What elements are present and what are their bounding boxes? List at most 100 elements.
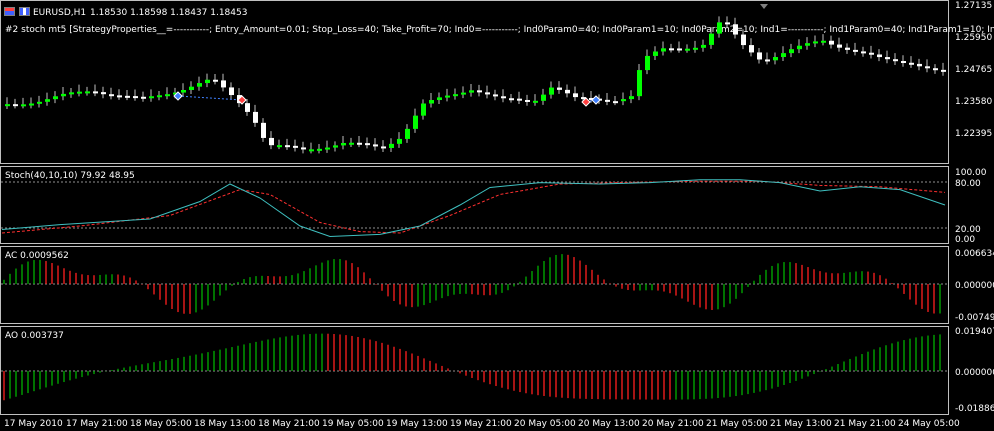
candle-body xyxy=(357,142,362,145)
ohlc-values: 1.18530 1.18598 1.18437 1.18453 xyxy=(90,8,247,18)
candle-body xyxy=(53,96,58,100)
ao-tick: 0.019407 xyxy=(955,327,994,337)
trade-markers xyxy=(173,91,601,107)
candle-body xyxy=(925,66,930,69)
price-tick: 1.27135 xyxy=(955,1,992,11)
time-tick: 17 May 21:00 xyxy=(66,419,128,429)
candle-body xyxy=(909,62,914,65)
candle-body xyxy=(317,148,322,151)
candle-body xyxy=(565,89,570,94)
candle-body xyxy=(93,91,98,94)
time-tick: 21 May 21:00 xyxy=(834,419,896,429)
ac-tick: 0.000000 xyxy=(955,281,994,291)
candle-body xyxy=(101,92,106,95)
candle-body xyxy=(493,94,498,97)
candle-body xyxy=(861,51,866,54)
candle-body xyxy=(253,111,258,123)
candle-body xyxy=(557,87,562,90)
candle-body xyxy=(37,101,42,104)
candle-body xyxy=(389,143,394,149)
candle-body xyxy=(485,92,490,95)
ao-histogram xyxy=(3,333,941,401)
candle-body xyxy=(853,49,858,52)
time-tick: 19 May 05:00 xyxy=(322,419,384,429)
pane-frames xyxy=(0,0,949,415)
candle-body xyxy=(381,146,386,149)
stoch-tick: 80.00 xyxy=(955,179,981,189)
candle-body xyxy=(261,122,266,138)
candle-body xyxy=(117,95,122,98)
candle-body xyxy=(245,103,250,112)
candle-body xyxy=(653,51,658,56)
candle-body xyxy=(645,55,650,71)
candle-body xyxy=(813,41,818,44)
candle-body xyxy=(709,33,714,45)
candle-body xyxy=(573,93,578,98)
candle-body xyxy=(21,104,26,107)
candle-body xyxy=(613,101,618,104)
candle-body xyxy=(693,47,698,50)
ao-pane-frame xyxy=(0,326,949,415)
stoch-tick: 0.00 xyxy=(955,235,975,245)
candle-body xyxy=(885,57,890,60)
candle-body xyxy=(293,145,298,148)
candle-body xyxy=(773,57,778,61)
candle-body xyxy=(869,52,874,55)
candle-body xyxy=(421,103,426,116)
candle-body xyxy=(445,95,450,98)
price-tick: 1.23580 xyxy=(955,97,992,107)
candle-body xyxy=(589,98,594,101)
stoch-pane: Stoch(40,10,10) 79.92 48.95 100.00 80.00… xyxy=(1,168,987,245)
time-tick: 21 May 05:00 xyxy=(706,419,768,429)
candle-body xyxy=(189,86,194,91)
candle-body xyxy=(5,104,10,107)
candle-body xyxy=(109,94,114,97)
price-pane-frame xyxy=(0,0,949,164)
candle-body xyxy=(397,138,402,144)
stoch-tick: 100.00 xyxy=(955,168,987,178)
ao-pane: AO 0.003737 0.019407 0.000000 -0.018866 xyxy=(1,327,994,414)
candle-body xyxy=(333,145,338,148)
candle-body xyxy=(725,22,730,25)
stoch-tick: 20.00 xyxy=(955,225,981,235)
time-tick: 17 May 2010 xyxy=(4,419,63,429)
candle-body xyxy=(837,44,842,48)
time-axis: 17 May 2010 17 May 21:00 18 May 05:00 18… xyxy=(4,419,960,429)
candle-body xyxy=(125,95,130,98)
candle-body xyxy=(829,40,834,45)
candle-body xyxy=(221,80,226,88)
candle-body xyxy=(893,59,898,62)
candle-body xyxy=(141,96,146,99)
candle-body xyxy=(549,87,554,95)
chart-shift-marker[interactable] xyxy=(760,4,768,9)
candle-body xyxy=(509,98,514,101)
candle-body xyxy=(213,79,218,82)
ao-tick: 0.000000 xyxy=(955,368,994,378)
candle-body xyxy=(933,68,938,71)
candle-body xyxy=(285,145,290,148)
candle-body xyxy=(69,92,74,95)
candle-body xyxy=(717,22,722,34)
price-pane-header: EURUSD,H1 1.18530 1.18598 1.18437 1.1845… xyxy=(4,7,994,35)
candle-body xyxy=(365,143,370,146)
stoch-pane-frame xyxy=(0,166,949,244)
candle-body xyxy=(133,96,138,99)
candle-body xyxy=(437,97,442,101)
time-tick: 18 May 13:00 xyxy=(194,419,256,429)
candle-body xyxy=(685,48,690,51)
candle-body xyxy=(941,69,946,72)
candle-body xyxy=(325,147,330,150)
strategy-label: #2 stoch mt5 [StrategyProperties__=-----… xyxy=(5,25,994,35)
candle-body xyxy=(845,47,850,50)
candle-body xyxy=(469,90,474,93)
candle-body xyxy=(765,59,770,62)
candle-body xyxy=(61,93,66,97)
candle-body xyxy=(453,94,458,97)
time-tick: 18 May 05:00 xyxy=(130,419,192,429)
candle-body xyxy=(757,52,762,60)
trade-entry-marker xyxy=(173,91,183,101)
candles-layer xyxy=(5,16,946,154)
candle-body xyxy=(197,83,202,87)
candle-body xyxy=(405,128,410,139)
